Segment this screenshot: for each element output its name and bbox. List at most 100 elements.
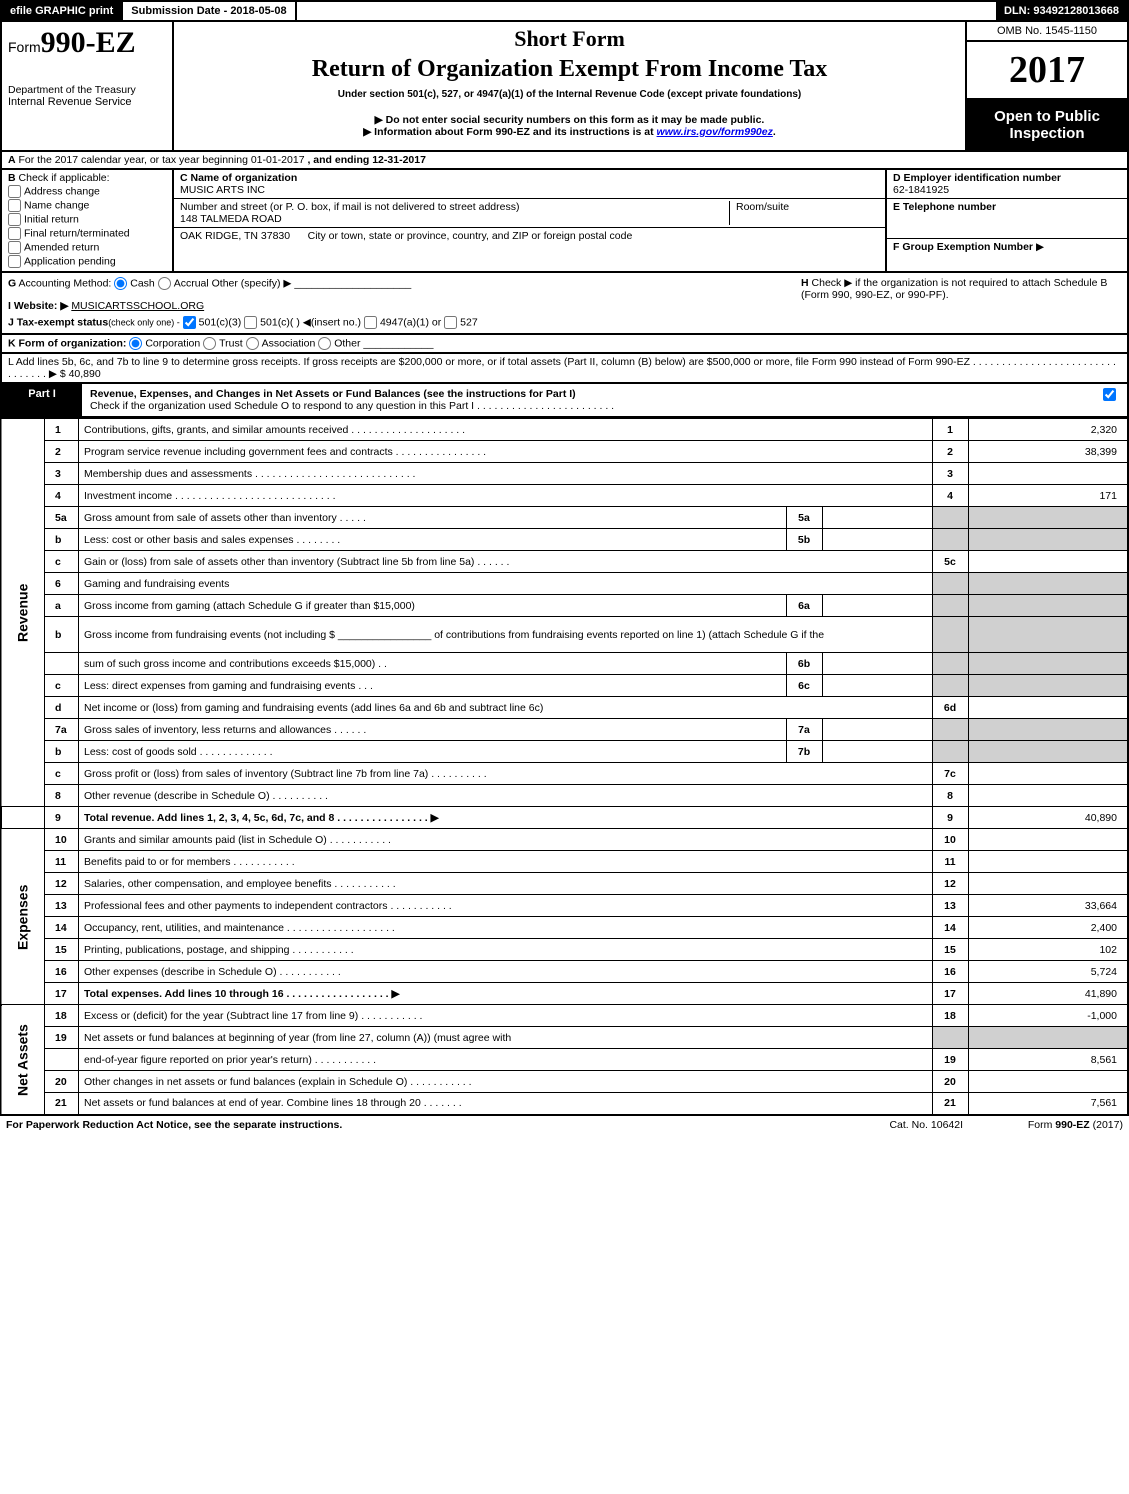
- room-suite: Room/suite: [729, 201, 879, 225]
- radio-trust[interactable]: [203, 337, 216, 350]
- k-label: K Form of organization:: [8, 337, 126, 349]
- table-row: 3 Membership dues and assessments . . . …: [1, 463, 1128, 485]
- cb-app-pending[interactable]: Application pending: [8, 255, 166, 268]
- line-desc: Grants and similar amounts paid (list in…: [79, 829, 933, 851]
- line-val: 40,890: [968, 807, 1128, 829]
- under-section: Under section 501(c), 527, or 4947(a)(1)…: [184, 89, 955, 100]
- c-street-label: Number and street (or P. O. box, if mail…: [180, 201, 519, 213]
- radio-other[interactable]: [318, 337, 331, 350]
- h-prefix: H: [801, 277, 809, 289]
- col-c: C Name of organization MUSIC ARTS INC Nu…: [174, 170, 887, 271]
- d-label: D Employer identification number: [893, 172, 1061, 184]
- line-desc: Gross income from fundraising events (no…: [79, 617, 933, 653]
- row-k: K Form of organization: Corporation Trus…: [0, 335, 1129, 354]
- line-desc: Contributions, gifts, grants, and simila…: [79, 419, 933, 441]
- table-row: 12Salaries, other compensation, and empl…: [1, 873, 1128, 895]
- line-val: [968, 697, 1128, 719]
- table-row: end-of-year figure reported on prior yea…: [1, 1049, 1128, 1071]
- g-other: Other (specify) ▶: [212, 277, 292, 289]
- section-expenses: Expenses: [1, 829, 45, 1005]
- cb-501c3[interactable]: [183, 316, 196, 329]
- table-row: 9 Total revenue. Add lines 1, 2, 3, 4, 5…: [1, 807, 1128, 829]
- j-label: J Tax-exempt status: [8, 316, 108, 328]
- form990ez-link[interactable]: www.irs.gov/form990ez: [657, 126, 773, 138]
- line-desc: Less: cost of goods sold . . . . . . . .…: [79, 741, 787, 763]
- radio-assoc[interactable]: [246, 337, 259, 350]
- header-right: OMB No. 1545-1150 2017 Open to Public In…: [967, 22, 1127, 150]
- line-desc: Gain or (loss) from sale of assets other…: [79, 551, 933, 573]
- table-row: 20Other changes in net assets or fund ba…: [1, 1071, 1128, 1093]
- row-l: L Add lines 5b, 6c, and 7b to line 9 to …: [0, 354, 1129, 384]
- cb-final-return[interactable]: Final return/terminated: [8, 227, 166, 240]
- line-desc: Membership dues and assessments . . . . …: [79, 463, 933, 485]
- line-desc: Gross income from gaming (attach Schedul…: [79, 595, 787, 617]
- table-row: b Less: cost of goods sold . . . . . . .…: [1, 741, 1128, 763]
- table-row: 13Professional fees and other payments t…: [1, 895, 1128, 917]
- radio-cash[interactable]: [114, 277, 127, 290]
- dln: DLN: 93492128013668: [996, 2, 1127, 20]
- table-row: Net Assets 18Excess or (deficit) for the…: [1, 1005, 1128, 1027]
- dept-treasury: Department of the Treasury: [8, 84, 166, 96]
- cb-527[interactable]: [444, 316, 457, 329]
- table-row: Revenue 1 Contributions, gifts, grants, …: [1, 419, 1128, 441]
- part1-table: Revenue 1 Contributions, gifts, grants, …: [0, 418, 1129, 1116]
- info-prefix: ▶ Information about Form 990-EZ and its …: [363, 126, 656, 138]
- section-revenue: Revenue: [1, 419, 45, 807]
- h-text: Check ▶ if the organization is not requi…: [801, 277, 1107, 301]
- radio-accrual[interactable]: [158, 277, 171, 290]
- website-link[interactable]: MUSICARTSSCHOOL.ORG: [71, 300, 204, 312]
- b-prefix: B: [8, 172, 16, 184]
- cb-address-change[interactable]: Address change: [8, 185, 166, 198]
- cb-initial-return[interactable]: Initial return: [8, 213, 166, 226]
- line-val: 171: [968, 485, 1128, 507]
- short-form-title: Short Form: [184, 26, 955, 52]
- radio-corp[interactable]: [129, 337, 142, 350]
- submission-date: Submission Date - 2018-05-08: [123, 2, 296, 20]
- cb-4947[interactable]: [364, 316, 377, 329]
- section-net: Net Assets: [1, 1005, 45, 1115]
- c-street: 148 TALMEDA ROAD: [180, 213, 282, 225]
- spacer: [297, 2, 996, 20]
- part1-check: Check if the organization used Schedule …: [90, 400, 614, 412]
- tax-year: 2017: [967, 42, 1127, 100]
- table-row: 17Total expenses. Add lines 10 through 1…: [1, 983, 1128, 1005]
- header-left: Form990-EZ Department of the Treasury In…: [2, 22, 174, 150]
- line-desc: Net income or (loss) from gaming and fun…: [79, 697, 933, 719]
- a-text: For the 2017 calendar year, or tax year …: [19, 154, 305, 166]
- form-header: Form990-EZ Department of the Treasury In…: [0, 22, 1129, 152]
- table-row: 19Net assets or fund balances at beginni…: [1, 1027, 1128, 1049]
- cb-amended[interactable]: Amended return: [8, 241, 166, 254]
- cb-name-change[interactable]: Name change: [8, 199, 166, 212]
- table-row: 5a Gross amount from sale of assets othe…: [1, 507, 1128, 529]
- e-block: E Telephone number: [887, 199, 1127, 239]
- col-def: D Employer identification number 62-1841…: [887, 170, 1127, 271]
- col-g: G Accounting Method: Cash Accrual Other …: [8, 277, 801, 329]
- cat-no: Cat. No. 10642I: [803, 1119, 963, 1131]
- line-val: 2,320: [968, 419, 1128, 441]
- line-val: 38,399: [968, 441, 1128, 463]
- efile-label: efile GRAPHIC print: [2, 2, 123, 20]
- form-prefix: Form: [8, 39, 41, 55]
- do-not-enter: ▶ Do not enter social security numbers o…: [184, 114, 955, 126]
- line-desc: Less: cost or other basis and sales expe…: [79, 529, 787, 551]
- c-name: MUSIC ARTS INC: [180, 184, 265, 196]
- line-desc: sum of such gross income and contributio…: [79, 653, 787, 675]
- table-row: c Less: direct expenses from gaming and …: [1, 675, 1128, 697]
- part1-checkbox[interactable]: [1095, 384, 1127, 416]
- line-desc: Gross profit or (loss) from sales of inv…: [79, 763, 933, 785]
- line-val: [968, 763, 1128, 785]
- c-name-label: C Name of organization: [180, 172, 297, 184]
- cb-501c[interactable]: [244, 316, 257, 329]
- part1-title: Revenue, Expenses, and Changes in Net As…: [90, 388, 576, 400]
- table-row: 15Printing, publications, postage, and s…: [1, 939, 1128, 961]
- section-bcdef: B Check if applicable: Address change Na…: [0, 170, 1129, 273]
- e-label: E Telephone number: [893, 201, 996, 213]
- a-prefix: A: [8, 154, 16, 166]
- c-city-label: City or town, state or province, country…: [308, 230, 633, 242]
- i-label: I Website: ▶: [8, 300, 68, 312]
- line-desc: Gaming and fundraising events: [79, 573, 933, 595]
- table-row: 16Other expenses (describe in Schedule O…: [1, 961, 1128, 983]
- f-label: F Group Exemption Number: [893, 241, 1033, 253]
- paperwork-notice: For Paperwork Reduction Act Notice, see …: [6, 1119, 803, 1131]
- table-row: a Gross income from gaming (attach Sched…: [1, 595, 1128, 617]
